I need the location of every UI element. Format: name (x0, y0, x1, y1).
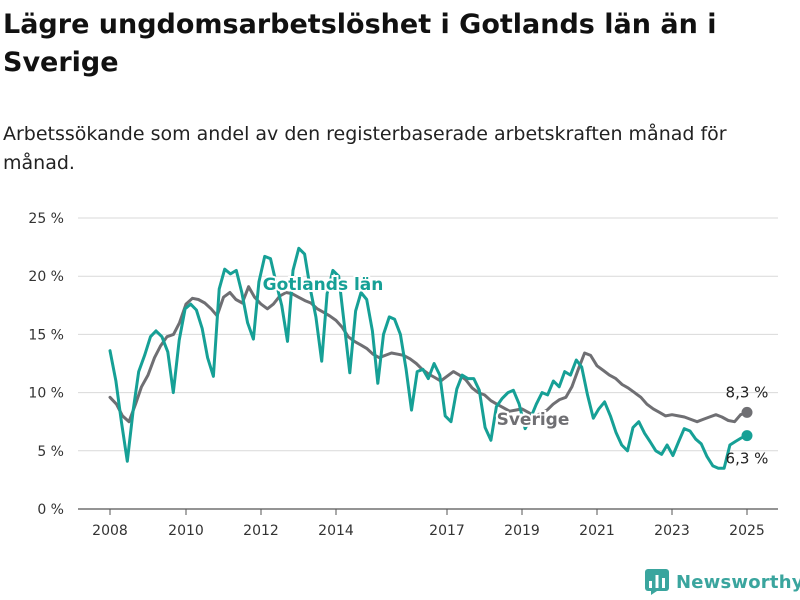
y-tick-label: 5 % (37, 444, 64, 460)
chart-annotations: 8,3 % 6,3 % Gotlands län Sverige (261, 273, 769, 468)
x-tick-label: 2021 (579, 523, 615, 539)
x-tick-label: 2014 (318, 523, 354, 539)
x-axis: 2008 2010 2012 2014 2017 2019 2021 2023 2025 (92, 509, 765, 539)
x-tick-label: 2010 (168, 523, 204, 539)
y-tick-label: 20 % (28, 269, 64, 285)
gotland-series-label: Gotlands län (263, 275, 384, 295)
brand-name: Newsworthy (676, 571, 800, 593)
y-tick-label: 25 % (28, 211, 64, 227)
series-lines (108, 246, 753, 470)
chart-subtitle: Arbetssökande som andel av den registerb… (3, 123, 727, 174)
x-tick-label: 2012 (243, 523, 279, 539)
grid-lines (78, 217, 778, 510)
y-tick-label: 0 % (37, 502, 64, 518)
gotland-end-label: 6,3 % (726, 450, 769, 468)
chart-title: Lägre ungdomsarbetslöshet i Gotlands län… (3, 9, 717, 78)
sverige-end-point (741, 406, 753, 418)
sverige-series-label: Sverige (497, 410, 570, 430)
x-tick-label: 2017 (429, 523, 465, 539)
newsworthy-logo: Newsworthy (645, 569, 800, 595)
x-tick-label: 2008 (92, 523, 128, 539)
x-tick-label: 2025 (729, 523, 765, 539)
y-tick-label: 15 % (28, 327, 64, 343)
x-tick-label: 2019 (504, 523, 540, 539)
y-axis: 0 % 5 % 10 % 15 % 20 % 25 % (28, 211, 64, 518)
gotland-end-point (741, 430, 753, 442)
sverige-end-label: 8,3 % (726, 383, 769, 401)
x-tick-label: 2023 (654, 523, 690, 539)
bar-chart-logo-icon (645, 569, 669, 595)
gotland-line (108, 246, 749, 470)
y-tick-label: 10 % (28, 386, 64, 402)
